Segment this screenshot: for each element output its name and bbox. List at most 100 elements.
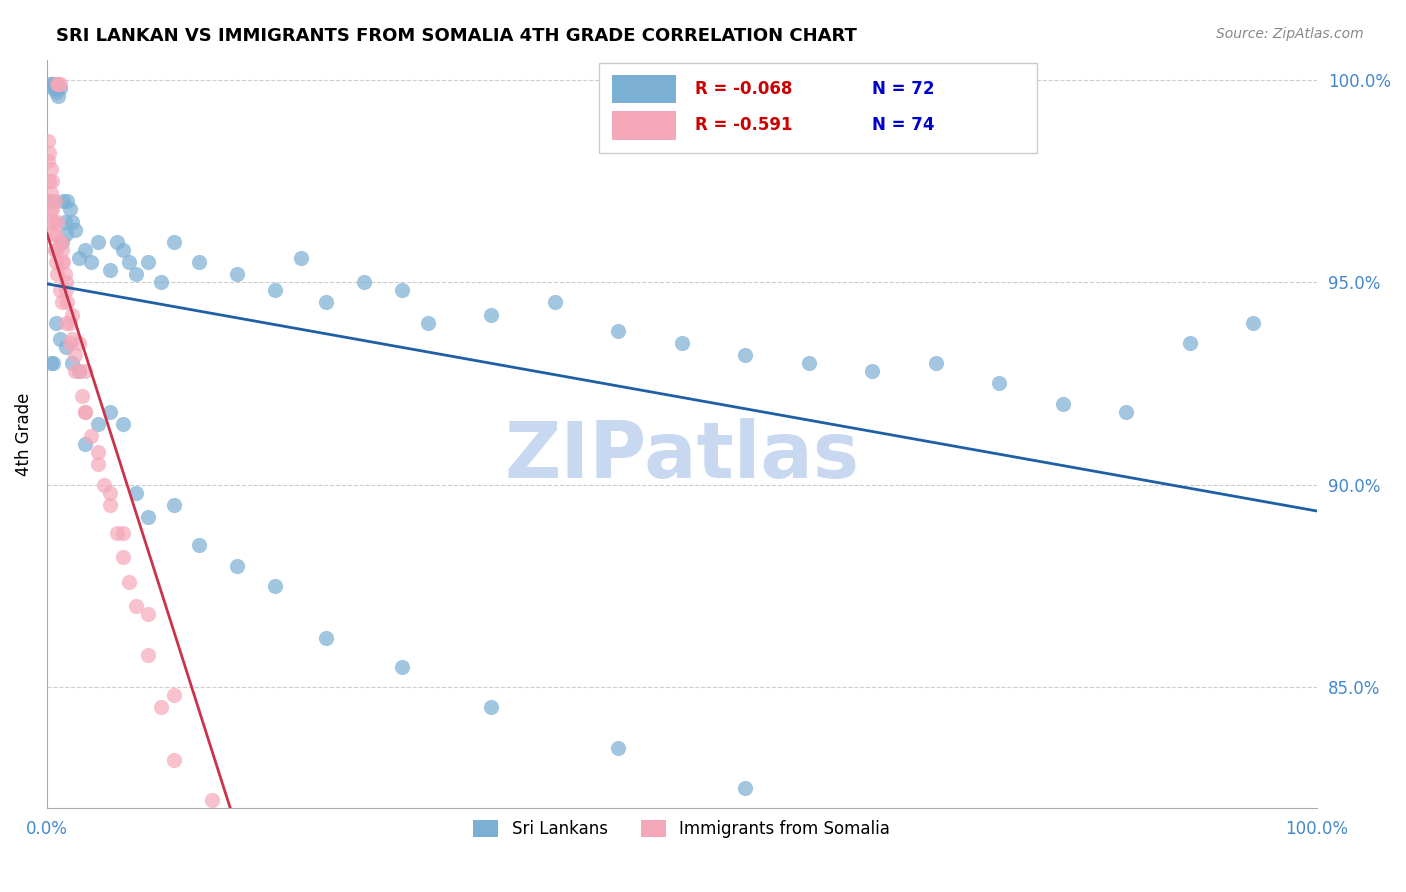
Point <box>48 283 70 297</box>
Point <box>51 243 73 257</box>
Point <box>353 275 375 289</box>
Point <box>391 659 413 673</box>
Text: N = 72: N = 72 <box>872 79 935 98</box>
Point <box>38 174 60 188</box>
Point <box>860 364 883 378</box>
Point <box>226 558 249 573</box>
Point <box>100 485 122 500</box>
Point <box>315 632 337 646</box>
Point <box>1115 405 1137 419</box>
Text: ZIPatlas: ZIPatlas <box>505 418 859 494</box>
Point <box>48 77 70 91</box>
Point <box>60 308 83 322</box>
Point <box>59 202 82 217</box>
Point <box>797 356 820 370</box>
Point <box>105 526 128 541</box>
Point <box>100 405 122 419</box>
Point <box>125 267 148 281</box>
Point <box>118 574 141 589</box>
Point <box>63 222 86 236</box>
Point <box>63 348 86 362</box>
Point <box>60 214 83 228</box>
Legend: Sri Lankans, Immigrants from Somalia: Sri Lankans, Immigrants from Somalia <box>467 814 897 845</box>
Point <box>925 356 948 370</box>
Point <box>44 227 66 241</box>
Point <box>226 882 249 892</box>
Point <box>72 388 94 402</box>
Point <box>53 214 76 228</box>
Point <box>38 194 60 209</box>
Point <box>93 477 115 491</box>
Point <box>73 243 96 257</box>
Point <box>315 295 337 310</box>
Point <box>51 255 73 269</box>
Point <box>86 417 108 431</box>
Point <box>118 255 141 269</box>
Point <box>45 255 67 269</box>
Point <box>544 295 567 310</box>
Point <box>60 356 83 370</box>
Point <box>988 376 1011 391</box>
Point <box>55 283 77 297</box>
Point <box>56 295 79 310</box>
Point <box>80 429 103 443</box>
Point <box>138 648 160 662</box>
Point <box>52 255 75 269</box>
Point <box>125 485 148 500</box>
Point <box>671 335 693 350</box>
Point <box>607 740 630 755</box>
Point <box>100 263 122 277</box>
Point <box>112 417 135 431</box>
Point <box>67 251 90 265</box>
Point <box>45 85 67 99</box>
Point <box>264 579 287 593</box>
Point <box>138 255 160 269</box>
Point <box>479 700 502 714</box>
Point <box>55 227 77 241</box>
Text: R = -0.591: R = -0.591 <box>695 117 792 135</box>
Point <box>416 316 439 330</box>
Point <box>46 214 69 228</box>
Point <box>188 538 211 552</box>
Point <box>51 295 73 310</box>
Point <box>59 335 82 350</box>
Point <box>46 267 69 281</box>
Point <box>55 275 77 289</box>
Point <box>112 550 135 565</box>
Point <box>290 251 312 265</box>
Point <box>163 753 186 767</box>
Point <box>63 364 86 378</box>
Point <box>150 275 173 289</box>
Point <box>80 255 103 269</box>
Point <box>38 194 60 209</box>
Point <box>734 348 756 362</box>
Point <box>39 161 62 176</box>
Point <box>46 89 69 103</box>
Point <box>39 186 62 201</box>
Point <box>67 364 90 378</box>
Point <box>67 364 90 378</box>
Point <box>1052 397 1074 411</box>
Point <box>55 316 77 330</box>
Point <box>73 437 96 451</box>
Point <box>46 77 69 91</box>
Point <box>37 153 59 168</box>
Text: SRI LANKAN VS IMMIGRANTS FROM SOMALIA 4TH GRADE CORRELATION CHART: SRI LANKAN VS IMMIGRANTS FROM SOMALIA 4T… <box>56 27 858 45</box>
Point <box>55 340 77 354</box>
Point <box>39 77 62 91</box>
Point <box>163 498 186 512</box>
Point <box>163 235 186 249</box>
Point <box>264 283 287 297</box>
Point <box>51 235 73 249</box>
Point <box>67 335 90 350</box>
Text: N = 74: N = 74 <box>872 117 935 135</box>
Point <box>1241 316 1264 330</box>
Point <box>42 356 65 370</box>
Point <box>150 700 173 714</box>
Point <box>112 526 135 541</box>
Point <box>138 607 160 622</box>
Point <box>73 405 96 419</box>
Point <box>45 243 67 257</box>
Bar <box>612 75 675 103</box>
Point <box>53 267 76 281</box>
